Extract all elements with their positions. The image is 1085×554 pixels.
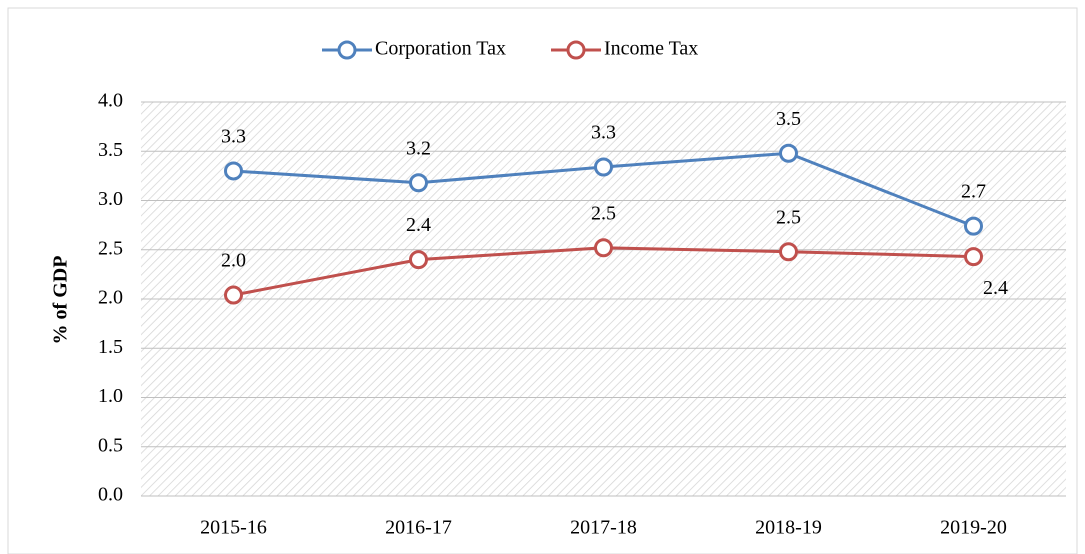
y-tick-label: 1.0 <box>98 385 123 407</box>
legend-marker <box>337 40 357 60</box>
point <box>964 247 983 267</box>
point <box>224 161 243 181</box>
point <box>224 285 243 305</box>
data-label: 3.2 <box>406 137 431 159</box>
data-label: 2.4 <box>983 277 1008 299</box>
data-label: 3.3 <box>221 126 246 148</box>
legend-label: Income Tax <box>604 38 698 60</box>
point <box>594 157 613 177</box>
y-tick-label: 3.0 <box>98 188 123 210</box>
x-tick-label: 2019-20 <box>940 517 1007 539</box>
y-tick-label: 2.0 <box>98 287 123 309</box>
data-label: 2.7 <box>961 181 986 203</box>
data-label: 3.3 <box>591 122 616 144</box>
data-label: 3.5 <box>776 108 801 130</box>
point <box>594 238 613 258</box>
legend-marker <box>566 40 586 60</box>
data-label: 2.5 <box>776 206 801 228</box>
point <box>964 216 983 236</box>
y-tick-label: 3.5 <box>98 139 123 161</box>
x-tick-label: 2017-18 <box>570 517 637 539</box>
x-tick-label: 2018-19 <box>755 517 822 539</box>
point <box>779 143 798 163</box>
x-tick-label: 2015-16 <box>200 517 267 539</box>
y-tick-label: 0.5 <box>98 434 123 456</box>
y-tick-label: 2.5 <box>98 237 123 259</box>
legend-label: Corporation Tax <box>375 38 506 60</box>
y-axis-label: % of GDP <box>50 256 72 345</box>
point <box>779 242 798 262</box>
y-tick-label: 0.0 <box>98 484 123 506</box>
data-label: 2.4 <box>406 214 431 236</box>
point <box>409 250 428 270</box>
y-tick-label: 4.0 <box>98 90 123 112</box>
y-tick-label: 1.5 <box>98 336 123 358</box>
point <box>409 173 428 193</box>
data-label: 2.0 <box>221 250 246 272</box>
x-tick-label: 2016-17 <box>385 517 452 539</box>
data-label: 2.5 <box>591 202 616 224</box>
